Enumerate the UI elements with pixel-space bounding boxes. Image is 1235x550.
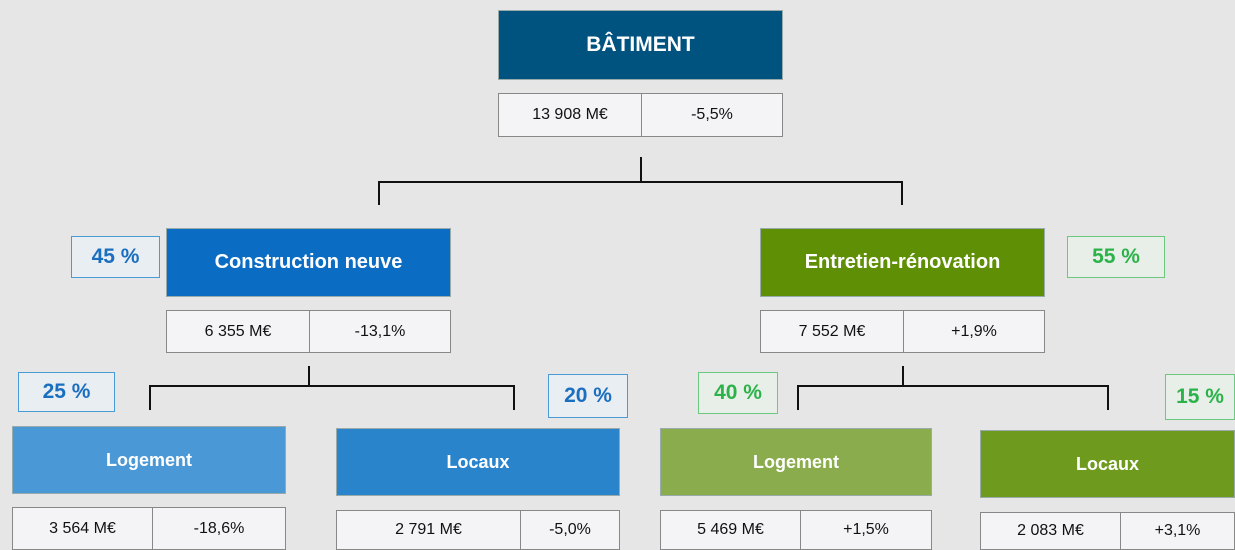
share: 25 % (18, 372, 115, 412)
share: 15 % (1165, 374, 1235, 420)
node-box: Logement (660, 428, 932, 496)
node-box: BÂTIMENT (498, 10, 783, 80)
connector (797, 366, 1109, 410)
amount: 13 908 M€ (498, 93, 642, 137)
change: -5,0% (520, 510, 620, 550)
node-box: Construction neuve (166, 228, 451, 297)
change: -5,5% (641, 93, 783, 137)
amount: 2 791 M€ (336, 510, 521, 550)
change: +1,5% (800, 510, 932, 550)
change: +3,1% (1120, 512, 1235, 550)
node-box: Logement (12, 426, 286, 494)
share: 40 % (698, 372, 778, 414)
change: +1,9% (903, 310, 1045, 353)
node-box: Entretien-rénovation (760, 228, 1045, 297)
share: 45 % (71, 236, 160, 278)
node-box: Locaux (336, 428, 620, 496)
share: 55 % (1067, 236, 1165, 278)
change: -13,1% (309, 310, 451, 353)
change: -18,6% (152, 507, 286, 550)
amount: 2 083 M€ (980, 512, 1121, 550)
node-box: Locaux (980, 430, 1235, 498)
amount: 7 552 M€ (760, 310, 904, 353)
connector (149, 366, 515, 410)
amount: 5 469 M€ (660, 510, 801, 550)
amount: 6 355 M€ (166, 310, 310, 353)
connector (378, 157, 903, 205)
amount: 3 564 M€ (12, 507, 153, 550)
share: 20 % (548, 374, 628, 418)
